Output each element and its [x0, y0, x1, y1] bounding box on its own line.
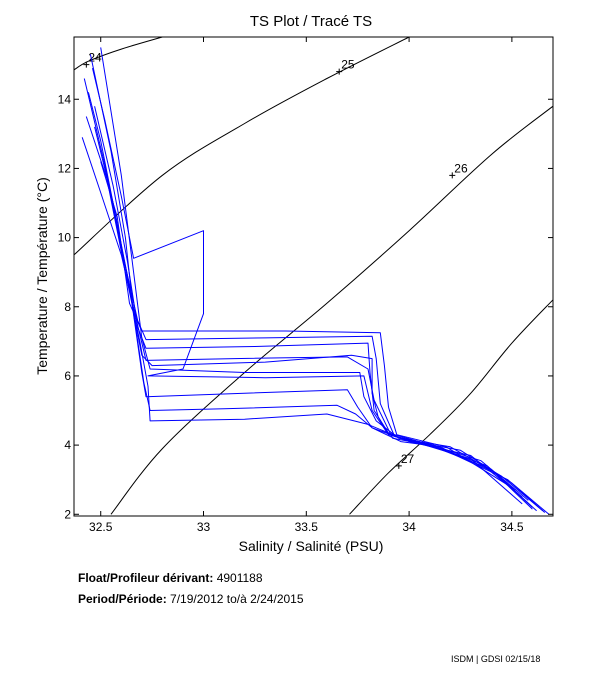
series-profile-2: [100, 47, 544, 512]
isoline-25: [74, 37, 410, 256]
chart-title: TS Plot / Tracé TS: [250, 13, 372, 30]
x-tick-label: 32.5: [89, 520, 113, 534]
series-profile-5: [87, 92, 537, 512]
isoline-26: [110, 105, 553, 515]
x-tick-label: 34: [402, 520, 416, 534]
period-separator: to/à: [226, 592, 247, 606]
x-tick-label: 34.5: [500, 520, 524, 534]
isoline-24: [74, 37, 163, 71]
period-start: 7/19/2012: [170, 592, 224, 606]
float-id: 4901188: [216, 571, 263, 585]
isoline-marker-25: [336, 68, 343, 75]
isoline-label-25: 25: [341, 58, 355, 72]
y-tick-label: 12: [58, 161, 72, 175]
y-axis-label: Temperature / Température (°C): [34, 177, 50, 375]
series-profile-3: [83, 78, 533, 508]
series-profile-7: [92, 67, 546, 513]
float-info-line: Float/Profileur dérivant: 4901188: [78, 571, 263, 585]
isoline-marker-26: [449, 172, 456, 179]
y-tick-label: 6: [64, 369, 71, 383]
y-tick-label: 10: [58, 231, 72, 245]
period-info-line: Period/Période: 7/19/2012 to/à 2/24/2015: [78, 592, 304, 606]
isoline-label-27: 27: [401, 452, 415, 466]
series-profile-1: [89, 54, 523, 505]
series-profile-4: [94, 126, 550, 515]
y-tick-label: 2: [64, 507, 71, 521]
y-tick-label: 4: [64, 438, 71, 452]
footer-credit: ISDM | GDSI 02/15/18: [451, 654, 541, 664]
profile-series: [81, 47, 550, 515]
isoline-label-24: 24: [88, 51, 102, 65]
y-tick-label: 14: [58, 92, 72, 106]
series-profile-9: [85, 116, 523, 498]
isoline-27: [349, 299, 553, 515]
series-profile-10: [81, 137, 533, 510]
plot-area-frame: [73, 36, 554, 517]
isoline-label-26: 26: [454, 161, 468, 175]
period-end: 2/24/2015: [250, 592, 304, 606]
isoline-marker-27: [395, 462, 402, 469]
x-axis-label: Salinity / Salinité (PSU): [239, 538, 384, 554]
float-label: Float/Profileur dérivant:: [78, 571, 214, 585]
series-profile-8: [100, 161, 517, 491]
isoline-marker-24: [83, 61, 90, 68]
period-label: Period/Période:: [78, 592, 167, 606]
density-isolines: 24 25 26 27: [74, 37, 553, 515]
x-tick-label: 33: [197, 520, 211, 534]
x-tick-label: 33.5: [295, 520, 319, 534]
y-tick-label: 8: [64, 300, 71, 314]
